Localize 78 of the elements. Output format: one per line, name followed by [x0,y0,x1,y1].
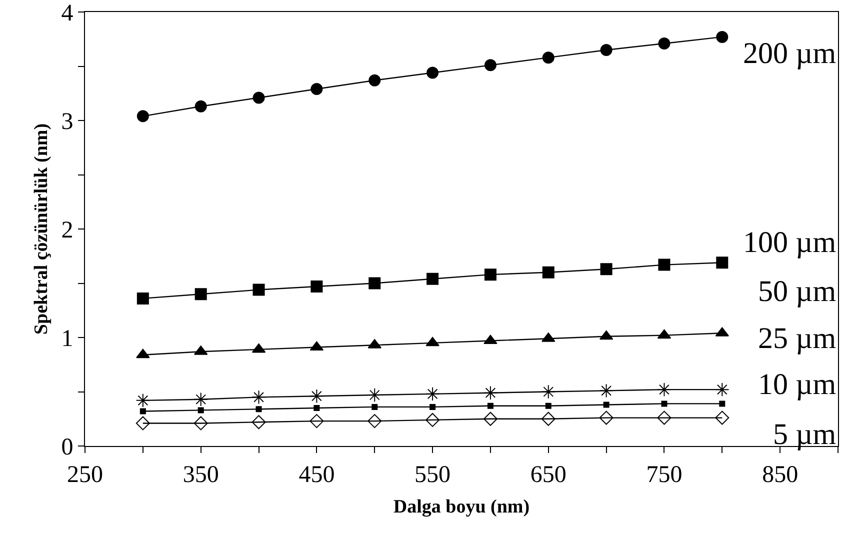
point [310,83,323,96]
point [657,382,672,397]
x-tick-label: 750 [646,462,682,488]
point [716,256,728,269]
point [426,66,439,79]
point [600,263,612,276]
point [483,412,498,426]
point [194,100,207,112]
point [194,416,208,430]
point [484,334,498,344]
point [314,405,320,412]
y-tick-label: 0 [61,434,74,460]
y-tick-label: 1 [61,326,74,352]
y-tick-label: 4 [61,0,74,26]
point [426,412,440,427]
point [368,277,381,290]
point [600,44,612,56]
point [716,30,728,43]
point [483,386,498,400]
point [372,404,378,410]
point [310,388,324,404]
x-tick-label: 450 [298,462,335,488]
point [715,410,730,425]
point [252,92,265,104]
point [136,110,149,122]
point [194,392,208,406]
point [658,258,670,271]
annotation: 5 µm [773,418,836,451]
point [603,402,610,408]
x-tick-label: 250 [67,462,103,488]
point [256,406,262,412]
point [661,400,668,407]
point [541,384,556,399]
x-tick-label: 650 [530,462,566,488]
point [541,412,556,426]
point [658,37,670,50]
point [425,386,440,402]
point [252,284,265,296]
point [426,272,439,285]
point [136,393,150,408]
x-tick-label: 850 [762,462,798,488]
point [545,402,552,409]
point [368,74,381,86]
point [484,268,496,281]
annotation: 25 µm [758,322,836,355]
point [140,408,146,414]
point [599,384,614,398]
point [426,336,440,346]
point [136,292,149,304]
point [252,390,266,404]
y-axis-title: Spektral çözünürlük (nm) [31,123,52,335]
point [198,407,204,414]
annotation: 200 µm [743,37,836,70]
point [368,414,382,428]
y-tick-label: 2 [61,217,74,244]
point [136,416,150,430]
point [542,266,554,278]
point [542,52,554,64]
point [310,280,323,293]
point [719,400,726,407]
point [136,348,150,358]
point [252,415,266,430]
x-tick-label: 550 [414,462,451,488]
point [368,388,382,402]
point [487,402,494,409]
point [194,288,207,300]
y-tick-label: 3 [61,108,74,135]
point [430,404,436,410]
annotation: 50 µm [758,275,836,308]
x-tick-label: 350 [182,462,219,488]
point [484,59,496,72]
point [599,410,614,425]
x-axis-title: Dalga boyu (nm) [393,496,530,518]
annotation: 100 µm [743,226,836,259]
point [310,414,324,428]
point [715,382,730,397]
annotation: 10 µm [758,368,836,401]
point [657,410,672,425]
